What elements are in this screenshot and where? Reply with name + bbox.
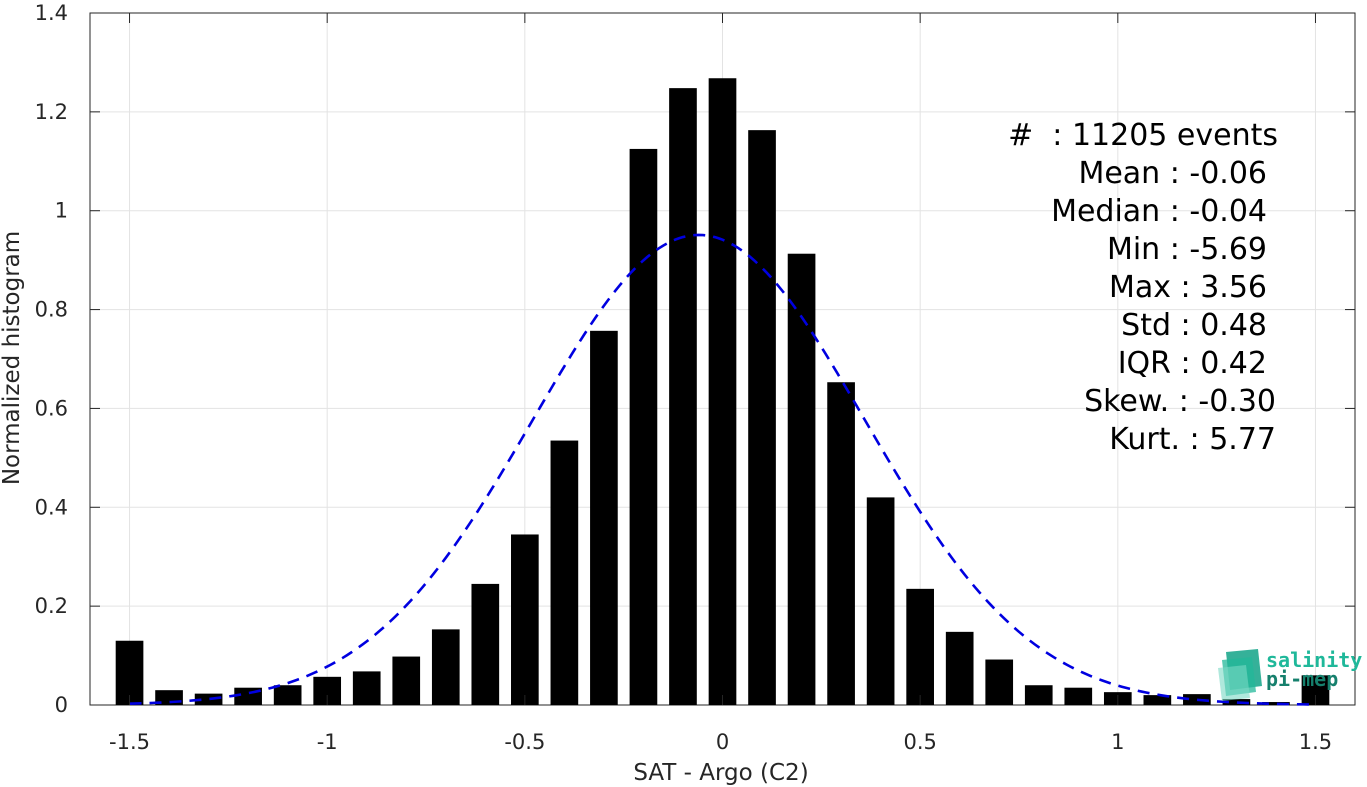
histogram-bar — [629, 148, 658, 705]
histogram-bar — [511, 534, 539, 705]
histogram-bar — [392, 656, 421, 705]
histogram-bar — [1064, 687, 1093, 705]
x-tick-label: 0 — [716, 730, 729, 754]
x-tick-label: 0.5 — [903, 730, 936, 754]
y-tick-label: 0.4 — [35, 495, 68, 519]
histogram-bar — [748, 130, 776, 705]
histogram-bars — [115, 78, 1330, 706]
histogram-bar — [273, 685, 302, 705]
stat-count: # : 11205 events — [1008, 118, 1278, 153]
x-tick-label: -1 — [317, 730, 338, 754]
y-tick-label: 0.8 — [35, 298, 68, 322]
histogram-bar — [115, 640, 144, 705]
histogram-bar — [1024, 685, 1053, 705]
stat-mean: Mean : -0.06 — [1078, 156, 1267, 191]
salinity-pimep-logo: salinity pi-mep — [1218, 648, 1362, 701]
histogram-bar — [945, 631, 974, 705]
stat-max: Max : 3.56 — [1109, 270, 1267, 305]
histogram-bar — [669, 88, 697, 706]
histogram-bar — [352, 671, 381, 705]
y-tick-labels: 0 0.2 0.4 0.6 0.8 1 1.2 1.4 — [35, 1, 68, 717]
histogram-bar — [787, 253, 816, 705]
logo-text-salinity: salinity — [1266, 648, 1362, 672]
histogram-bar — [708, 78, 737, 705]
histogram-bar — [827, 382, 855, 705]
y-tick-label: 0.2 — [35, 594, 68, 618]
stat-kurt: Kurt. : 5.77 — [1109, 422, 1276, 457]
stats-box: # : 11205 events Mean : -0.06 Median : -… — [1008, 118, 1278, 457]
axis-ticks — [90, 12, 1355, 706]
y-tick-label: 1 — [55, 199, 68, 223]
x-tick-label: -1.5 — [109, 730, 150, 754]
histogram-bar — [1222, 699, 1251, 705]
logo-icon — [1218, 649, 1262, 701]
y-tick-label: 0 — [55, 693, 68, 717]
histogram-bar — [985, 659, 1014, 705]
histogram-bar — [590, 330, 618, 705]
y-tick-label: 1.4 — [35, 1, 68, 25]
x-tick-label: 1.5 — [1299, 730, 1332, 754]
x-tick-labels: -1.5 -1 -0.5 0 0.5 1 1.5 — [109, 730, 1332, 754]
y-tick-label: 1.2 — [35, 100, 68, 124]
histogram-bar — [194, 693, 223, 705]
y-tick-label: 0.6 — [35, 396, 68, 420]
histogram-bar — [431, 629, 460, 705]
histogram-bar — [550, 440, 579, 705]
histogram-bar — [866, 497, 895, 705]
y-axis-title: Normalized histogram — [0, 231, 25, 485]
gaussian-fit-curve — [129, 233, 1316, 706]
logo-text-pimep: pi-mep — [1266, 667, 1338, 691]
stat-min: Min : -5.69 — [1107, 232, 1267, 267]
histogram-bar — [471, 583, 500, 705]
histogram-bar — [906, 588, 934, 705]
histogram-bar — [1143, 695, 1172, 705]
x-tick-label: -0.5 — [504, 730, 545, 754]
x-axis-title: SAT - Argo (C2) — [633, 760, 808, 786]
stat-iqr: IQR : 0.42 — [1118, 346, 1267, 381]
histogram-bar — [1262, 702, 1290, 705]
stat-skew: Skew. : -0.30 — [1084, 384, 1276, 419]
x-tick-label: 1 — [1111, 730, 1124, 754]
histogram-bar — [1183, 694, 1211, 705]
stat-median: Median : -0.04 — [1051, 194, 1267, 229]
stat-std: Std : 0.48 — [1121, 308, 1267, 343]
